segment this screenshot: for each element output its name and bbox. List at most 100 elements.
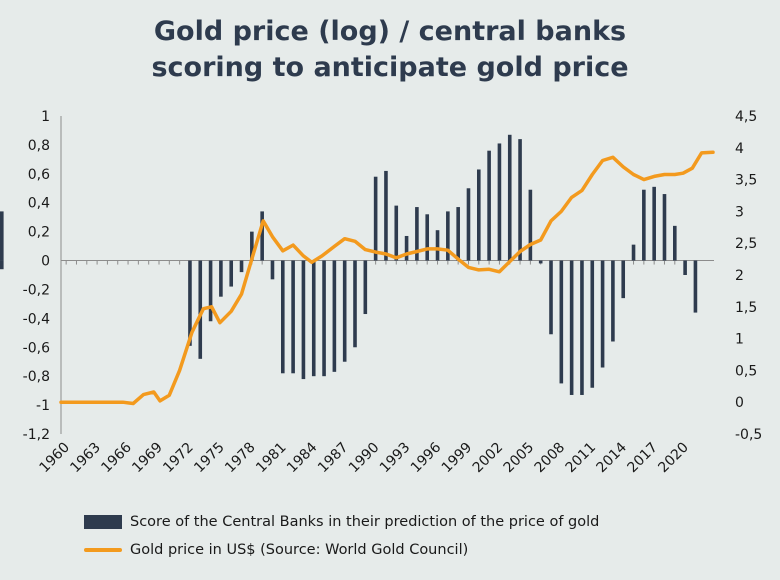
legend-line-swatch bbox=[84, 548, 122, 552]
x-tick-label: 1984 bbox=[284, 439, 321, 476]
score-bar bbox=[435, 230, 440, 261]
x-tick-label: 1960 bbox=[36, 440, 73, 477]
score-bar bbox=[198, 260, 203, 359]
x-tick-label: 2008 bbox=[532, 440, 569, 477]
legend-bar-label: Score of the Central Banks in their pred… bbox=[130, 514, 600, 530]
left-tick-label: -0,8 bbox=[23, 369, 50, 385]
score-bar bbox=[291, 260, 295, 374]
score-bar bbox=[188, 260, 192, 346]
legend-item-bars: Score of the Central Banks in their pred… bbox=[84, 508, 599, 536]
legend-item-line: Gold price in US$ (Source: World Gold Co… bbox=[84, 536, 599, 564]
x-tick-label: 2020 bbox=[655, 440, 692, 477]
x-tick-label: 1975 bbox=[191, 440, 228, 477]
x-tick-label: 2011 bbox=[563, 440, 600, 477]
x-tick-label: 1993 bbox=[377, 440, 414, 477]
score-bar bbox=[559, 260, 564, 384]
score-bar bbox=[693, 260, 698, 313]
left-tick-label: 0,4 bbox=[28, 196, 50, 212]
left-tick-label: 0,8 bbox=[28, 138, 50, 154]
chart-title-line-1: Gold price (log) / central banks bbox=[153, 16, 627, 47]
legend-line-label: Gold price in US$ (Source: World Gold Co… bbox=[130, 542, 469, 558]
right-tick-label: 2 bbox=[735, 268, 744, 284]
right-tick-label: 1 bbox=[735, 332, 744, 348]
x-tick-label: 1978 bbox=[222, 440, 259, 477]
score-bar bbox=[476, 169, 481, 261]
score-bar bbox=[270, 260, 275, 280]
score-bar bbox=[280, 260, 285, 374]
left-tick-label: -0,2 bbox=[23, 282, 50, 298]
score-bar bbox=[631, 244, 636, 261]
score-bar bbox=[415, 207, 419, 261]
score-bar bbox=[672, 225, 677, 261]
score-bar bbox=[569, 260, 574, 395]
left-tick-label: -1 bbox=[36, 398, 50, 414]
right-tick-label: -0,5 bbox=[735, 427, 762, 443]
x-tick-label: 2005 bbox=[501, 440, 538, 477]
x-tick-label: 1969 bbox=[129, 440, 166, 477]
score-bar bbox=[0, 211, 4, 261]
score-bar bbox=[652, 186, 656, 261]
score-bar bbox=[229, 260, 234, 287]
score-bar bbox=[301, 260, 306, 380]
left-tick-label: 0 bbox=[41, 254, 50, 270]
score-bar bbox=[260, 211, 264, 261]
x-tick-label: 1966 bbox=[98, 439, 135, 476]
score-bar bbox=[590, 260, 595, 388]
x-tick-label: 1981 bbox=[253, 440, 290, 477]
score-bar bbox=[466, 188, 471, 261]
legend: Score of the Central Banks in their pred… bbox=[84, 508, 599, 564]
left-tick-label: -0,4 bbox=[23, 311, 50, 327]
score-bar bbox=[642, 189, 646, 261]
score-bar bbox=[425, 214, 430, 261]
score-bar bbox=[363, 260, 368, 315]
score-bar bbox=[507, 134, 512, 261]
score-bar bbox=[456, 207, 460, 261]
score-bar bbox=[250, 231, 254, 261]
score-bar bbox=[332, 260, 337, 372]
right-tick-label: 0 bbox=[735, 395, 744, 411]
left-tick-label: 0,6 bbox=[28, 167, 50, 183]
score-bar bbox=[239, 260, 244, 273]
x-tick-label: 2002 bbox=[470, 440, 507, 477]
score-bar bbox=[394, 205, 399, 261]
x-tick-label: 1972 bbox=[160, 440, 197, 477]
score-bar bbox=[208, 260, 213, 322]
right-tick-label: 4 bbox=[735, 141, 744, 157]
x-tick-label: 1999 bbox=[439, 440, 476, 477]
score-bar bbox=[311, 260, 316, 377]
right-tick-label: 4,5 bbox=[735, 109, 757, 125]
right-tick-label: 1,5 bbox=[735, 300, 757, 316]
right-tick-label: 2,5 bbox=[735, 236, 757, 252]
left-tick-label: -0,6 bbox=[23, 340, 50, 356]
score-bar bbox=[497, 143, 502, 261]
score-bar bbox=[518, 139, 522, 261]
score-bar bbox=[446, 211, 450, 261]
score-bar bbox=[580, 260, 584, 395]
score-bar bbox=[549, 260, 553, 335]
legend-bar-swatch bbox=[84, 515, 122, 529]
x-tick-label: 1987 bbox=[315, 440, 352, 477]
score-bar bbox=[600, 260, 605, 368]
score-bar bbox=[621, 260, 626, 299]
gold-price-line bbox=[59, 150, 715, 406]
score-bar bbox=[404, 235, 409, 261]
score-bar bbox=[538, 260, 543, 264]
chart-title-line-2: scoring to anticipate gold price bbox=[151, 52, 629, 83]
left-tick-label: 0,2 bbox=[28, 225, 50, 241]
x-tick-label: 1990 bbox=[346, 440, 383, 477]
chart-title: Gold price (log) / central banks scoring… bbox=[0, 14, 780, 86]
score-bar bbox=[487, 150, 491, 261]
combo-chart: 1 0,8 0,6 0,4 0,2 0 -0,2 -0,4 -0,6 -0,8 -1 -1,2 4,5 4… bbox=[0, 109, 762, 477]
score-bar bbox=[683, 260, 687, 275]
score-bar bbox=[611, 260, 615, 342]
right-tick-label: 3,5 bbox=[735, 173, 757, 189]
score-bar bbox=[384, 170, 388, 261]
score-bar bbox=[662, 194, 667, 261]
left-tick-label: -1,2 bbox=[23, 427, 50, 443]
score-bar bbox=[219, 260, 223, 297]
x-tick-label: 2014 bbox=[594, 439, 631, 476]
score-bar bbox=[322, 260, 326, 377]
score-bar bbox=[373, 176, 378, 261]
right-tick-label: 3 bbox=[735, 204, 744, 220]
